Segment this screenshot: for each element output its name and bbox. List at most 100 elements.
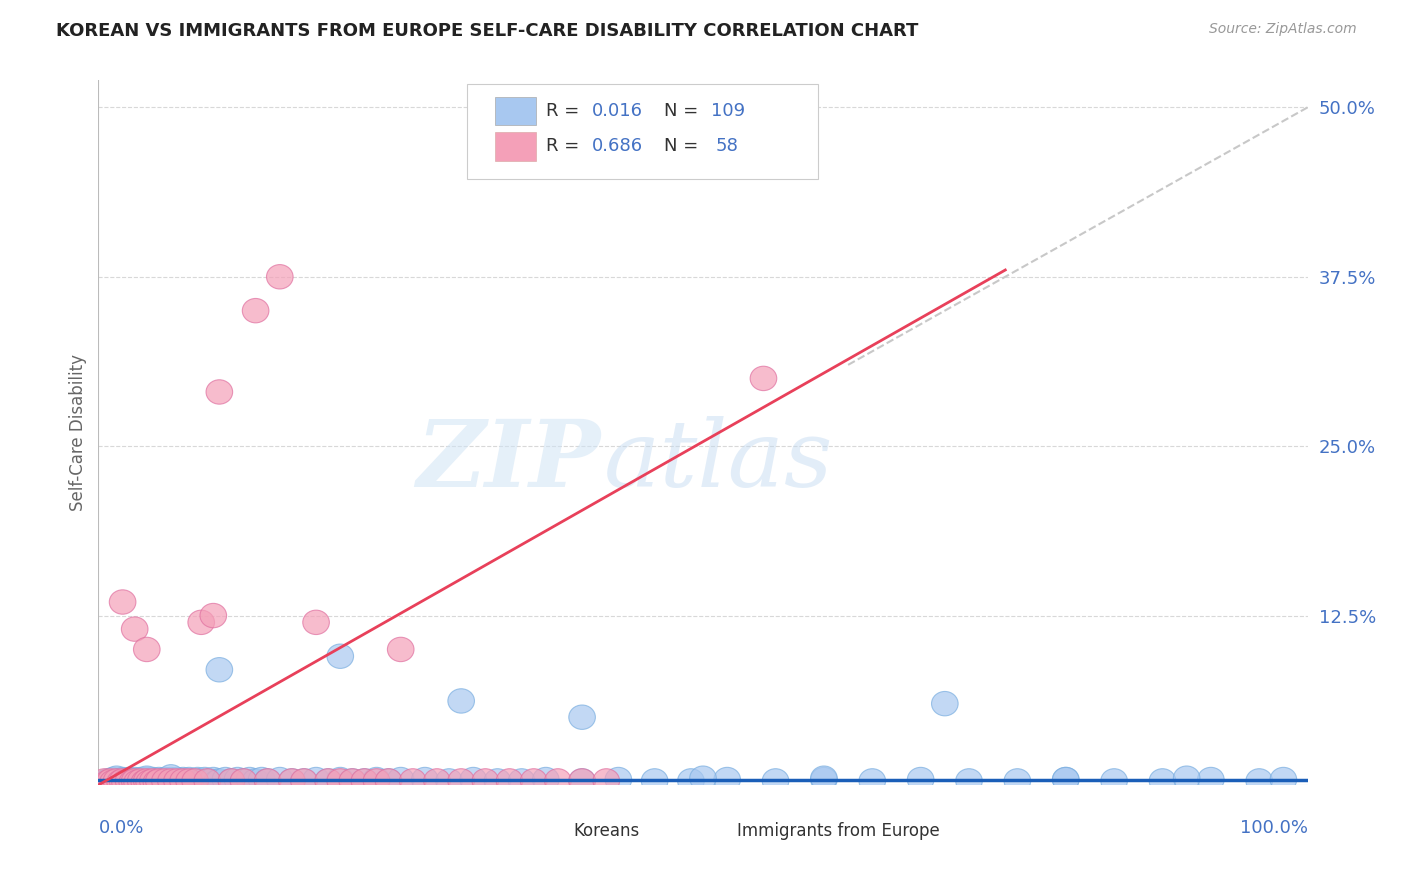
Ellipse shape <box>194 770 221 795</box>
Ellipse shape <box>339 769 366 793</box>
Ellipse shape <box>103 766 129 790</box>
Ellipse shape <box>249 767 276 792</box>
Ellipse shape <box>155 770 181 795</box>
Text: 0.0%: 0.0% <box>98 819 143 837</box>
Text: R =: R = <box>546 136 585 155</box>
Ellipse shape <box>120 769 146 793</box>
Ellipse shape <box>100 767 127 792</box>
Ellipse shape <box>170 767 197 792</box>
Ellipse shape <box>160 770 187 795</box>
Ellipse shape <box>762 769 789 793</box>
Ellipse shape <box>111 769 138 793</box>
Ellipse shape <box>188 610 215 634</box>
Ellipse shape <box>131 770 157 795</box>
Ellipse shape <box>496 769 523 793</box>
Ellipse shape <box>188 769 215 793</box>
Text: Koreans: Koreans <box>574 822 640 839</box>
Ellipse shape <box>291 769 318 793</box>
Ellipse shape <box>932 691 957 716</box>
Ellipse shape <box>859 769 886 793</box>
Ellipse shape <box>152 767 179 792</box>
FancyBboxPatch shape <box>695 819 731 843</box>
Ellipse shape <box>388 637 413 662</box>
Ellipse shape <box>146 769 172 793</box>
Ellipse shape <box>449 689 474 713</box>
Ellipse shape <box>121 769 148 793</box>
Ellipse shape <box>134 766 160 790</box>
Ellipse shape <box>103 769 129 793</box>
Ellipse shape <box>110 769 136 793</box>
Ellipse shape <box>163 767 190 792</box>
Text: R =: R = <box>546 102 585 120</box>
Ellipse shape <box>128 767 155 792</box>
Ellipse shape <box>302 767 329 792</box>
Text: Source: ZipAtlas.com: Source: ZipAtlas.com <box>1209 22 1357 37</box>
Ellipse shape <box>231 769 257 793</box>
Text: 58: 58 <box>716 136 738 155</box>
Ellipse shape <box>218 769 245 793</box>
Ellipse shape <box>254 769 281 793</box>
Ellipse shape <box>339 769 366 793</box>
Ellipse shape <box>143 770 170 795</box>
Ellipse shape <box>690 766 716 790</box>
Ellipse shape <box>121 770 148 795</box>
Ellipse shape <box>139 769 166 793</box>
Ellipse shape <box>152 769 179 793</box>
Ellipse shape <box>328 769 353 793</box>
Ellipse shape <box>200 767 226 792</box>
Ellipse shape <box>94 769 121 793</box>
Ellipse shape <box>375 769 402 793</box>
Ellipse shape <box>593 769 620 793</box>
Ellipse shape <box>120 770 146 795</box>
Ellipse shape <box>509 769 534 793</box>
FancyBboxPatch shape <box>495 97 536 126</box>
Ellipse shape <box>138 770 163 795</box>
Ellipse shape <box>136 769 163 793</box>
Ellipse shape <box>163 769 190 793</box>
Ellipse shape <box>139 769 166 793</box>
Ellipse shape <box>121 769 148 793</box>
FancyBboxPatch shape <box>467 84 818 179</box>
Ellipse shape <box>218 769 245 793</box>
Ellipse shape <box>170 769 197 793</box>
Ellipse shape <box>136 770 163 795</box>
Ellipse shape <box>315 769 342 793</box>
Text: N =: N = <box>664 136 704 155</box>
Ellipse shape <box>115 767 142 792</box>
Ellipse shape <box>172 770 198 795</box>
Ellipse shape <box>146 767 172 792</box>
Ellipse shape <box>115 770 142 795</box>
Ellipse shape <box>111 770 138 795</box>
Ellipse shape <box>176 769 202 793</box>
Ellipse shape <box>212 767 239 792</box>
Ellipse shape <box>811 766 837 790</box>
Ellipse shape <box>91 769 118 793</box>
Ellipse shape <box>146 769 172 793</box>
Ellipse shape <box>97 770 124 795</box>
Ellipse shape <box>352 769 378 793</box>
Text: atlas: atlas <box>603 416 834 506</box>
Ellipse shape <box>181 769 208 793</box>
Ellipse shape <box>460 767 486 792</box>
Text: 109: 109 <box>711 102 745 120</box>
Ellipse shape <box>181 769 208 793</box>
Ellipse shape <box>1149 769 1175 793</box>
Ellipse shape <box>242 769 269 793</box>
Ellipse shape <box>375 769 402 793</box>
Ellipse shape <box>188 770 215 795</box>
Ellipse shape <box>134 767 160 792</box>
Ellipse shape <box>207 769 232 793</box>
Ellipse shape <box>520 769 547 793</box>
Ellipse shape <box>110 590 136 615</box>
Text: KOREAN VS IMMIGRANTS FROM EUROPE SELF-CARE DISABILITY CORRELATION CHART: KOREAN VS IMMIGRANTS FROM EUROPE SELF-CA… <box>56 22 918 40</box>
Ellipse shape <box>121 617 148 641</box>
Ellipse shape <box>97 769 124 793</box>
Ellipse shape <box>236 767 263 792</box>
Ellipse shape <box>197 769 224 793</box>
Ellipse shape <box>121 767 148 792</box>
Ellipse shape <box>128 769 155 793</box>
Ellipse shape <box>157 769 184 793</box>
Ellipse shape <box>184 767 211 792</box>
Text: Immigrants from Europe: Immigrants from Europe <box>737 822 939 839</box>
Ellipse shape <box>1174 766 1199 790</box>
